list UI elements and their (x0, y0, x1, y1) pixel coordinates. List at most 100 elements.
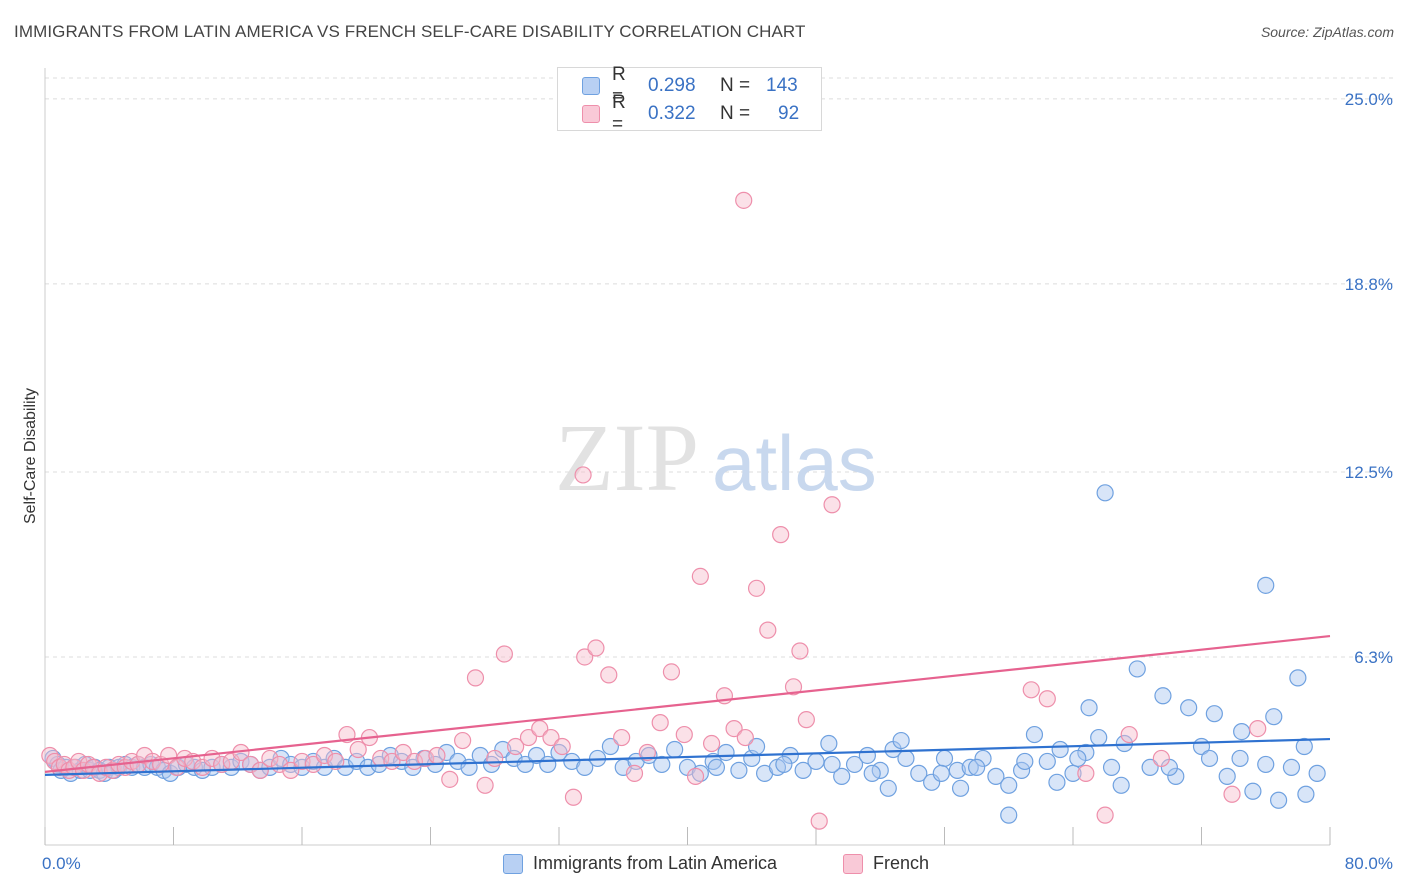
bottom-legend-label: Immigrants from Latin America (533, 853, 778, 873)
point-french (823, 496, 841, 514)
series-immigrants-points (44, 484, 1326, 824)
point-immigrants (1038, 752, 1056, 771)
legend-n-label: N = (720, 75, 751, 96)
point-french (454, 731, 472, 750)
point-immigrants (1233, 722, 1251, 741)
point-french (441, 770, 459, 788)
point-french (1022, 681, 1040, 699)
point-french (428, 746, 446, 765)
point-immigrants (1090, 728, 1108, 747)
point-immigrants (527, 746, 546, 765)
point-french (638, 743, 656, 762)
point-french (686, 767, 705, 785)
point-french (574, 466, 592, 484)
point-french (349, 740, 367, 759)
bottom-legend-french: French (843, 853, 929, 874)
legend-swatch-blue (582, 77, 600, 95)
point-french (417, 749, 435, 768)
point-immigrants (781, 746, 799, 765)
point-immigrants (1289, 669, 1307, 687)
x-tick-label: 80.0% (1345, 854, 1393, 873)
point-french (797, 711, 815, 729)
point-immigrants (1000, 776, 1018, 794)
point-immigrants (1112, 776, 1130, 794)
y-tick-label: 6.3% (1354, 648, 1393, 667)
legend-r-label: R = (612, 64, 626, 107)
point-immigrants (1154, 687, 1172, 705)
point-immigrants (1231, 749, 1249, 768)
point-immigrants (1282, 758, 1301, 777)
point-french (261, 749, 279, 768)
point-immigrants (691, 764, 709, 782)
point-immigrants (1128, 660, 1146, 678)
point-immigrants (951, 779, 970, 797)
axes (44, 68, 1331, 846)
point-immigrants (833, 767, 851, 785)
point-immigrants (910, 764, 928, 782)
point-french (625, 764, 644, 782)
point-immigrants (807, 752, 825, 771)
point-french (747, 579, 766, 597)
grid-lines (45, 77, 1395, 658)
point-immigrants (845, 755, 864, 774)
point-french (1249, 720, 1267, 738)
point-french (675, 725, 693, 744)
y-tick-label: 18.8% (1345, 275, 1393, 294)
chart-title: IMMIGRANTS FROM LATIN AMERICA VS FRENCH … (14, 22, 806, 41)
correlation-legend: R = 0.298 N = 143 R = 0.322 N = 92 (557, 64, 822, 135)
point-french (1096, 806, 1114, 824)
bottom-legend-label: French (873, 853, 930, 873)
point-immigrants (879, 779, 897, 797)
point-french (542, 728, 560, 747)
bottom-legend-swatch-pink (843, 853, 863, 874)
point-french (1038, 690, 1056, 708)
point-french (1077, 764, 1095, 782)
y-tick-label: 12.5% (1345, 463, 1393, 482)
point-immigrants (1205, 705, 1223, 723)
point-immigrants (359, 758, 377, 777)
point-french (507, 737, 525, 756)
point-immigrants (1297, 785, 1315, 803)
point-french (394, 743, 412, 762)
legend-row-immigrants: R = 0.298 N = 143 (582, 64, 798, 107)
point-immigrants (222, 758, 240, 777)
point-immigrants (1016, 752, 1034, 771)
tick-labels: 6.3% 12.5% 18.8% 25.0% 0.0% 80.0% (42, 90, 1393, 873)
point-immigrants (666, 740, 684, 759)
point-immigrants (823, 755, 841, 774)
point-immigrants (1218, 767, 1236, 785)
point-french (282, 761, 300, 779)
point-french (495, 645, 513, 663)
point-french (613, 728, 631, 747)
point-french (70, 752, 88, 771)
point-french (662, 663, 681, 681)
point-french (476, 776, 494, 794)
point-french (587, 639, 605, 657)
point-french (519, 728, 538, 747)
point-immigrants (1012, 761, 1031, 779)
point-immigrants (1080, 699, 1098, 717)
point-immigrants (1069, 749, 1087, 768)
point-immigrants (1200, 749, 1219, 768)
legend-r-value: 0.322 (648, 103, 696, 124)
point-french (810, 812, 828, 830)
point-french (576, 648, 594, 666)
point-immigrants (858, 746, 877, 765)
x-tick-label: 0.0% (42, 854, 81, 873)
point-immigrants (1180, 699, 1198, 717)
point-immigrants (653, 755, 671, 774)
point-immigrants (1141, 758, 1159, 777)
legend-r-label: R = (612, 92, 626, 135)
watermark-atlas: atlas (712, 419, 877, 507)
point-french (725, 720, 743, 738)
bottom-legend-swatch-blue (503, 853, 523, 874)
legend-swatch-pink (582, 105, 600, 123)
point-french (1223, 785, 1241, 803)
point-immigrants (1048, 773, 1066, 791)
legend-r-value: 0.298 (648, 75, 696, 96)
trend-line-immigrants (44, 737, 1331, 776)
point-french (213, 755, 231, 774)
point-immigrants (717, 743, 735, 762)
legend-n-value: 143 (766, 75, 798, 96)
